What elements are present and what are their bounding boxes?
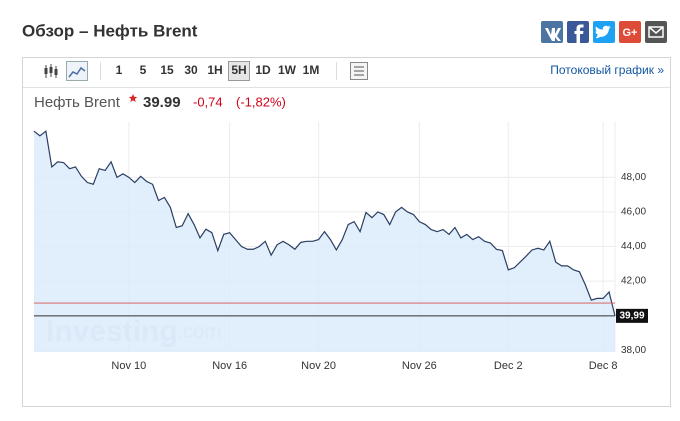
x-tick-label: Nov 26 <box>402 360 437 372</box>
x-tick-label: Dec 2 <box>494 360 523 372</box>
chart-type-buttons <box>44 61 368 81</box>
candlestick-button[interactable] <box>44 64 58 78</box>
change: -0,74 <box>193 94 223 109</box>
twitter-icon <box>595 25 611 39</box>
interval-button[interactable]: 1M <box>303 63 320 77</box>
area-chart-button[interactable] <box>66 61 88 81</box>
y-tick-label: 38,00 <box>621 345 646 356</box>
x-tick-label: Nov 20 <box>301 360 336 372</box>
share-buttons: G+ <box>541 21 667 43</box>
interval-button[interactable]: 1H <box>207 63 222 77</box>
facebook-icon <box>574 24 584 43</box>
interval-button[interactable]: 1W <box>278 63 297 77</box>
change-percent: (-1,82%) <box>236 94 286 109</box>
x-tick-label: Nov 10 <box>111 360 146 372</box>
realtime-marker <box>128 94 138 102</box>
price: 39.99 <box>143 94 181 111</box>
interval-button[interactable]: 1D <box>255 63 271 77</box>
area-chart-icon <box>68 66 86 78</box>
area-fill <box>34 131 615 352</box>
instrument-name: Нефть Brent <box>34 94 121 111</box>
y-tick-label: 48,00 <box>621 172 646 183</box>
interval-button[interactable]: 30 <box>184 63 198 77</box>
streaming-chart-link[interactable]: Потоковый график » <box>550 63 664 77</box>
y-tick-label: 42,00 <box>621 276 646 287</box>
x-tick-label: Dec 8 <box>589 360 618 372</box>
settings-icon <box>354 66 364 76</box>
interval-button[interactable]: 5H <box>231 63 246 77</box>
google-plus-button[interactable] <box>619 21 641 43</box>
chart: 38,00 42,00 44,00 46,00 48,00 Nov 10 Nov 16 Nov… <box>33 122 648 372</box>
email-icon <box>648 26 664 38</box>
last-price-label: 39,99 <box>619 310 644 321</box>
vk-icon <box>545 28 561 41</box>
interval-selected <box>228 61 250 81</box>
y-tick-label: 46,00 <box>621 207 646 218</box>
page-title: Обзор – Нефть Brent <box>22 21 198 40</box>
interval-buttons: 1 5 15 30 1H 5H 1D 1W 1M <box>116 61 320 81</box>
interval-button[interactable]: 1 <box>116 63 123 77</box>
price-line <box>33 130 616 317</box>
interval-button[interactable]: 15 <box>160 63 174 77</box>
interval-button[interactable]: 5 <box>140 63 147 77</box>
last-price-box <box>616 308 648 323</box>
google-plus-label: G+ <box>623 27 638 39</box>
y-tick-label: 44,00 <box>621 241 646 252</box>
x-tick-label: Nov 16 <box>212 360 247 372</box>
